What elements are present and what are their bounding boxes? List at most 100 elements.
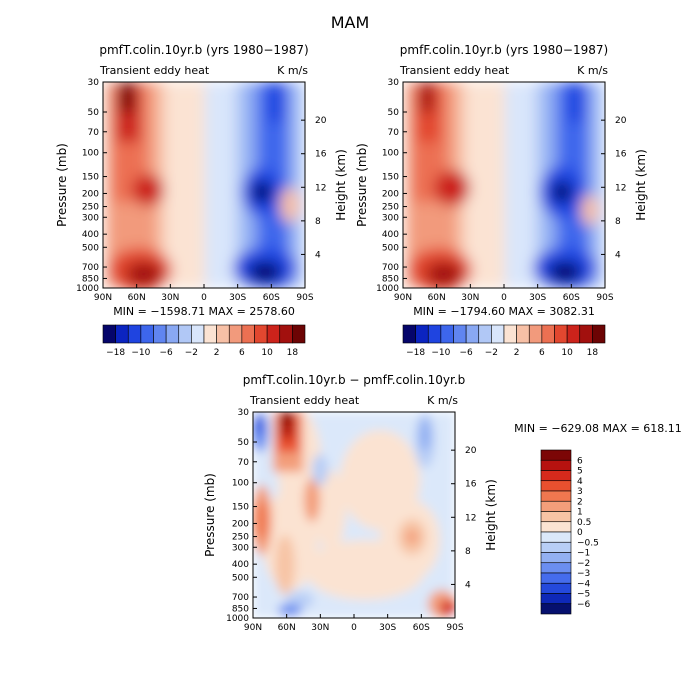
colorbar-label: 4 (577, 477, 583, 487)
colorbar-label: −6 (459, 348, 473, 358)
x-tick-label: 90S (296, 293, 313, 303)
y-tick-label: 250 (382, 203, 399, 213)
x-tick-label: 60N (428, 293, 446, 303)
colorbar-swatch (266, 324, 281, 344)
y-tick-label: 1000 (376, 284, 399, 294)
colorbar-label: 3 (577, 487, 583, 497)
panel-2-yticks-right: 20 16 12 8 4 (601, 116, 627, 260)
y-tick-label: 150 (82, 173, 99, 183)
y-tick-label: 100 (232, 479, 249, 489)
colorbar-label: 2 (514, 348, 520, 358)
height-tick-label: 16 (465, 480, 477, 490)
colorbar-label: −18 (406, 348, 425, 358)
panel-3: pmfT.colin.10yr.b − pmfF.colin.10yr.b Tr… (203, 373, 682, 633)
panel-1-title: pmfT.colin.10yr.b (yrs 1980−1987) (99, 43, 308, 57)
colorbar-label: −4 (577, 579, 591, 589)
y-tick-label: 150 (382, 173, 399, 183)
y-tick-label: 250 (232, 533, 249, 543)
x-tick-label: 90N (244, 623, 262, 633)
colorbar-swatch (254, 324, 268, 344)
colorbar-label: −2 (185, 348, 198, 358)
colorbar-swatch (440, 324, 454, 344)
y-tick-label: 100 (382, 149, 399, 159)
colorbar-swatch (415, 324, 429, 344)
panel-1: pmfT.colin.10yr.b (yrs 1980−1987) Transi… (55, 43, 348, 358)
y-tick-label: 30 (388, 78, 400, 88)
colorbar-swatch (566, 324, 581, 344)
y-tick-label: 850 (382, 274, 399, 284)
panel-2-title: pmfF.colin.10yr.b (yrs 1980−1987) (400, 43, 608, 57)
colorbar-swatch (216, 324, 230, 344)
panel-2: pmfF.colin.10yr.b (yrs 1980−1987) Transi… (355, 43, 648, 358)
x-tick-label: 90N (394, 293, 412, 303)
height-tick-label: 8 (315, 217, 321, 227)
panel-3-yticks-right: 20 16 12 8 4 (451, 446, 477, 590)
y-tick-label: 30 (88, 78, 100, 88)
height-tick-label: 20 (465, 446, 477, 456)
height-tick-label: 16 (315, 150, 327, 160)
colorbar-swatch (540, 511, 572, 523)
y-tick-label: 1000 (76, 284, 99, 294)
panel-1-colorbar: −18 −10 −6 −2 2 6 10 18 (102, 324, 306, 358)
y-tick-label: 700 (382, 263, 399, 273)
colorbar-swatch (279, 324, 293, 344)
panel-3-xticks: 90N 60N 30N 0 30S 60S 90S (244, 614, 464, 633)
colorbar-swatch (140, 324, 154, 344)
panel-2-subtitle-right: K m/s (577, 64, 608, 77)
panel-2-stats: MIN = −1794.60 MAX = 3082.31 (413, 305, 595, 318)
y-tick-label: 300 (82, 213, 99, 223)
y-tick-label: 400 (82, 230, 99, 240)
colorbar-label: 6 (539, 348, 545, 358)
colorbar-label: 10 (561, 348, 573, 358)
x-tick-label: 90N (94, 293, 112, 303)
height-tick-label: 12 (615, 183, 626, 193)
colorbar-label: 2 (577, 497, 583, 507)
x-tick-label: 60S (413, 623, 430, 633)
colorbar-swatch (540, 531, 572, 543)
y-tick-label: 500 (382, 243, 399, 253)
colorbar-swatch (503, 324, 517, 344)
colorbar-label: −1 (577, 549, 590, 559)
panel-2-field (403, 82, 605, 288)
y-tick-label: 850 (232, 604, 249, 614)
colorbar-swatch (228, 324, 243, 344)
colorbar-swatch (165, 324, 180, 344)
colorbar-swatch (592, 324, 606, 344)
y-tick-label: 200 (232, 519, 249, 529)
panel-3-stats: MIN = −629.08 MAX = 618.11 (514, 422, 682, 435)
colorbar-swatch (540, 480, 572, 492)
colorbar-label: 0 (577, 528, 583, 538)
colorbar-label: −18 (106, 348, 125, 358)
x-tick-label: 30N (161, 293, 179, 303)
colorbar-label: −10 (131, 348, 150, 358)
y-tick-label: 700 (232, 593, 249, 603)
panel-2-xticks: 90N 60N 30N 0 30S 60S 90S (394, 284, 614, 303)
colorbar-label: −2 (485, 348, 498, 358)
colorbar-label: 6 (577, 456, 583, 466)
colorbar-swatch (540, 572, 572, 584)
colorbar-label: 10 (261, 348, 273, 358)
colorbar-label: −0.5 (577, 538, 599, 548)
y-tick-label: 700 (82, 263, 99, 273)
colorbar-swatch (115, 324, 129, 344)
colorbar-label: 1 (577, 508, 583, 518)
colorbar-swatch (516, 324, 530, 344)
colorbar-swatch (127, 324, 142, 344)
colorbar-swatch (540, 449, 572, 461)
height-tick-label: 4 (465, 580, 471, 590)
y-tick-label: 500 (82, 243, 99, 253)
x-tick-label: 30S (229, 293, 246, 303)
colorbar-swatch (554, 324, 568, 344)
colorbar-swatch (540, 490, 572, 502)
colorbar-swatch (541, 324, 555, 344)
panel-2-subtitle-left: Transient eddy heat (399, 64, 510, 77)
panel-3-ylabel-right: Height (km) (484, 479, 498, 550)
colorbar-swatch (402, 324, 416, 344)
y-tick-label: 70 (238, 458, 250, 468)
y-tick-label: 250 (82, 203, 99, 213)
x-tick-label: 60S (563, 293, 580, 303)
panel-1-stats: MIN = −1598.71 MAX = 2578.60 (113, 305, 295, 318)
colorbar-label: −10 (431, 348, 450, 358)
